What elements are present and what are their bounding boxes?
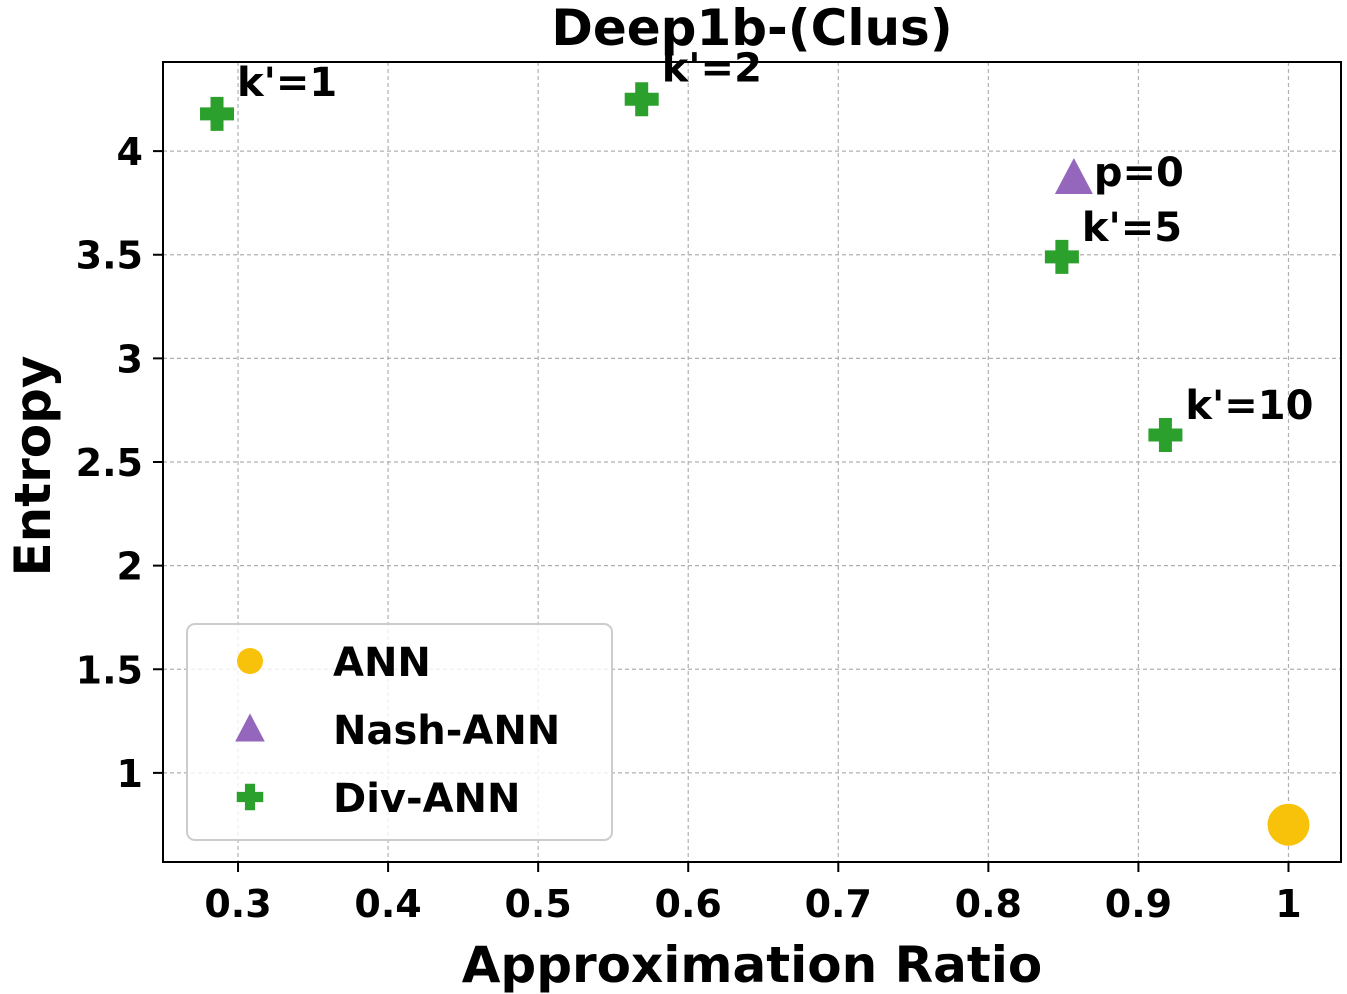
data-point-div-ann [1148, 418, 1183, 453]
data-points: p=0 k'=1 k'=2 k'=5 k'=10 [200, 45, 1313, 846]
x-axis-title: Approximation Ratio [462, 936, 1043, 994]
legend: ANN Nash-ANN Div-ANN [186, 623, 613, 841]
chart-title: Deep1b-(Clus) [551, 0, 952, 57]
y-tick-label: 3.5 [76, 234, 143, 278]
axis-ticks: 0.3 0.4 0.5 0.6 0.7 0.8 0.9 1 1 1.5 2 2.5 3 3.5 4 [76, 130, 1302, 926]
x-tick-label: 1 [1275, 882, 1301, 926]
legend-marker-div-ann [236, 783, 264, 811]
point-label: k'=1 [237, 60, 337, 106]
y-tick-label: 2.5 [76, 441, 143, 485]
point-label: k'=5 [1082, 205, 1182, 251]
x-tick-label: 0.4 [354, 882, 421, 926]
x-tick-label: 0.3 [204, 882, 271, 926]
point-label: k'=10 [1185, 383, 1313, 429]
data-point-nash-ann [1054, 158, 1093, 195]
y-tick-label: 3 [117, 337, 143, 381]
data-point-div-ann [200, 96, 235, 131]
y-tick-label: 1 [117, 752, 143, 796]
legend-box [186, 623, 613, 841]
x-tick-label: 0.9 [1105, 882, 1172, 926]
point-label: k'=2 [662, 45, 762, 91]
data-point-ann [1267, 803, 1310, 846]
legend-label: Div-ANN [333, 776, 521, 822]
x-tick-label: 0.6 [655, 882, 722, 926]
x-tick-label: 0.5 [504, 882, 571, 926]
legend-marker-ann [237, 648, 263, 674]
y-tick-label: 4 [117, 130, 143, 174]
point-label: p=0 [1094, 150, 1184, 196]
legend-marker-nash-ann [235, 713, 265, 742]
legend-label: ANN [333, 640, 431, 686]
grid-lines [163, 62, 1341, 862]
x-tick-label: 0.8 [955, 882, 1022, 926]
legend-label: Nash-ANN [333, 708, 560, 754]
data-point-div-ann [624, 82, 659, 117]
data-point-div-ann [1044, 239, 1079, 274]
x-tick-label: 0.7 [805, 882, 872, 926]
y-axis-title: Entropy [4, 355, 62, 576]
y-tick-label: 1.5 [76, 648, 143, 692]
y-tick-label: 2 [117, 545, 143, 589]
